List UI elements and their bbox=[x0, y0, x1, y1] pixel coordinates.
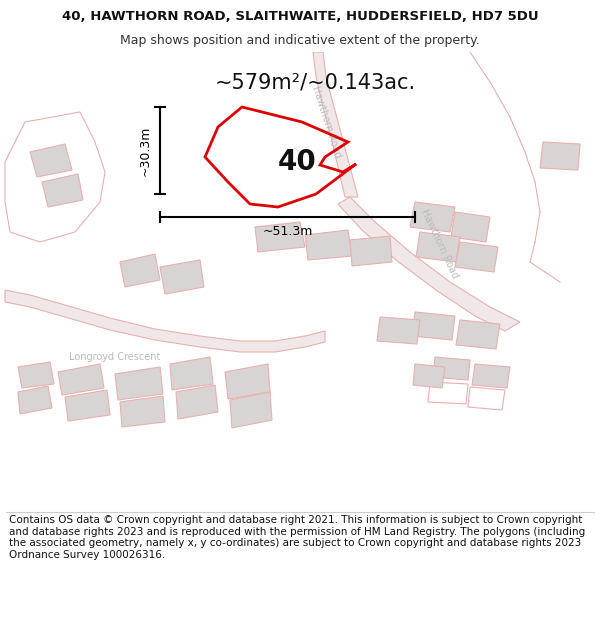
Text: Contains OS data © Crown copyright and database right 2021. This information is : Contains OS data © Crown copyright and d… bbox=[9, 515, 585, 560]
Polygon shape bbox=[350, 236, 392, 266]
Polygon shape bbox=[42, 174, 83, 207]
Polygon shape bbox=[58, 364, 104, 395]
Polygon shape bbox=[377, 317, 420, 344]
Text: Longroyd Crescent: Longroyd Crescent bbox=[70, 352, 161, 362]
Polygon shape bbox=[18, 362, 54, 388]
Text: ~30.3m: ~30.3m bbox=[139, 125, 152, 176]
Polygon shape bbox=[120, 396, 165, 427]
Polygon shape bbox=[456, 320, 500, 349]
Polygon shape bbox=[451, 212, 490, 242]
Polygon shape bbox=[472, 364, 510, 388]
Text: 40, HAWTHORN ROAD, SLAITHWAITE, HUDDERSFIELD, HD7 5DU: 40, HAWTHORN ROAD, SLAITHWAITE, HUDDERSF… bbox=[62, 11, 538, 23]
Text: ~579m²/~0.143ac.: ~579m²/~0.143ac. bbox=[215, 72, 416, 92]
Text: Hawthorn Road: Hawthorn Road bbox=[310, 85, 343, 159]
Polygon shape bbox=[412, 312, 455, 340]
Polygon shape bbox=[338, 197, 520, 331]
Polygon shape bbox=[18, 386, 52, 414]
Text: Hawthorn Road: Hawthorn Road bbox=[419, 208, 460, 280]
Polygon shape bbox=[313, 52, 358, 197]
Polygon shape bbox=[410, 202, 455, 232]
Polygon shape bbox=[413, 364, 445, 388]
Polygon shape bbox=[230, 392, 272, 428]
Polygon shape bbox=[170, 357, 213, 390]
Polygon shape bbox=[120, 254, 160, 287]
Polygon shape bbox=[176, 385, 218, 419]
Polygon shape bbox=[455, 242, 498, 272]
Polygon shape bbox=[255, 222, 305, 252]
Polygon shape bbox=[305, 230, 352, 260]
Text: 40: 40 bbox=[278, 148, 316, 176]
Polygon shape bbox=[225, 364, 270, 399]
Polygon shape bbox=[416, 232, 460, 262]
Polygon shape bbox=[540, 142, 580, 170]
Polygon shape bbox=[115, 367, 163, 400]
Polygon shape bbox=[65, 390, 110, 421]
Text: Map shows position and indicative extent of the property.: Map shows position and indicative extent… bbox=[120, 34, 480, 47]
Polygon shape bbox=[433, 357, 470, 380]
Polygon shape bbox=[30, 144, 72, 177]
Polygon shape bbox=[160, 260, 204, 294]
Text: ~51.3m: ~51.3m bbox=[262, 225, 313, 238]
Polygon shape bbox=[5, 290, 325, 352]
